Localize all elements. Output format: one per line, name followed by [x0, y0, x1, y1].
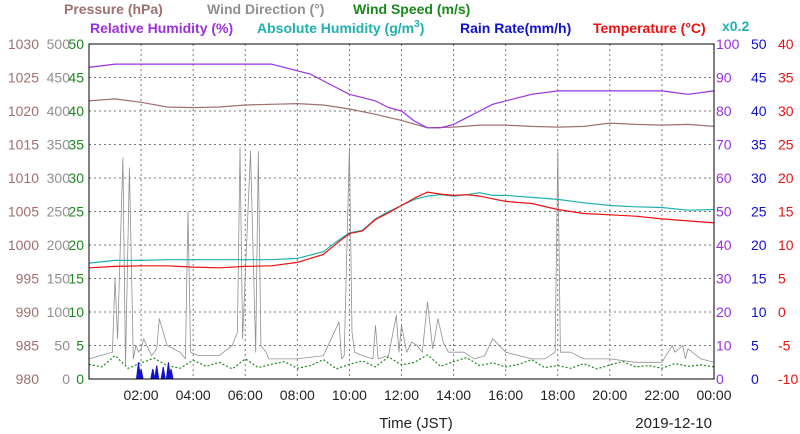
header-rain-rate: Rain Rate(mm/h) — [460, 20, 571, 36]
x-tick-label: 16:00 — [488, 387, 523, 403]
y-tick-wind-dir: 500 — [47, 36, 71, 52]
y-tick-rain: 35 — [751, 137, 767, 153]
y-tick-wind-dir: 100 — [47, 304, 71, 320]
header-scale-note: x0.2 — [722, 18, 749, 34]
series-wind-speed — [88, 354, 715, 370]
y-tick-temp: 40 — [778, 36, 794, 52]
y-tick-rh: 70 — [716, 137, 732, 153]
y-tick-rain: 15 — [751, 271, 767, 287]
y-tick-wind-speed: 40 — [68, 103, 84, 119]
y-tick-rain: 50 — [751, 36, 767, 52]
header-absolute-humidity: Absolute Humidity (g/m3) — [257, 19, 424, 36]
y-tick-rain: 0 — [751, 371, 759, 387]
y-tick-temp: 35 — [778, 70, 794, 86]
y-tick-rain: 25 — [751, 204, 767, 220]
series-rh — [88, 63, 715, 129]
y-tick-rh: 90 — [716, 70, 732, 86]
y-tick-wind-dir: 250 — [47, 204, 71, 220]
y-tick-pressure: 1015 — [8, 137, 39, 153]
y-tick-temp: 10 — [778, 237, 794, 253]
y-tick-wind-dir: 350 — [47, 137, 71, 153]
y-tick-temp: 15 — [778, 204, 794, 220]
x-tick-label: 22:00 — [644, 387, 679, 403]
x-tick-label: 14:00 — [436, 387, 471, 403]
y-tick-rh: 50 — [716, 204, 732, 220]
y-tick-rain: 45 — [751, 70, 767, 86]
y-tick-pressure: 1000 — [8, 237, 39, 253]
y-tick-temp: -5 — [778, 338, 791, 354]
y-tick-pressure: 980 — [16, 371, 40, 387]
header-temperature: Temperature (°C) — [593, 20, 706, 36]
x-axis-label: Time (JST) — [379, 415, 453, 432]
x-tick-label: 08:00 — [280, 387, 315, 403]
y-tick-wind-speed: 0 — [76, 371, 84, 387]
x-tick-label: 20:00 — [592, 387, 627, 403]
y-tick-wind-dir: 0 — [62, 371, 70, 387]
y-tick-wind-dir: 300 — [47, 170, 71, 186]
y-tick-wind-dir: 50 — [54, 338, 70, 354]
header-wind-direction: Wind Direction (°) — [207, 1, 324, 17]
y-tick-rh: 20 — [716, 304, 732, 320]
header-pressure: Pressure (hPa) — [64, 1, 163, 17]
y-tick-wind-speed: 45 — [68, 70, 84, 86]
y-tick-temp: 0 — [778, 304, 786, 320]
series-temp — [88, 191, 715, 269]
y-tick-pressure: 995 — [16, 271, 40, 287]
y-tick-wind-speed: 50 — [68, 36, 84, 52]
y-tick-rh: 10 — [716, 338, 732, 354]
x-tick-label: 10:00 — [332, 387, 367, 403]
y-tick-temp: 5 — [778, 271, 786, 287]
y-tick-rain: 40 — [751, 103, 767, 119]
y-tick-rh: 0 — [716, 371, 724, 387]
y-tick-temp: -10 — [778, 371, 798, 387]
y-tick-pressure: 1005 — [8, 204, 39, 220]
header-wind-speed: Wind Speed (m/s) — [353, 1, 470, 17]
y-tick-wind-speed: 30 — [68, 170, 84, 186]
y-tick-wind-dir: 450 — [47, 70, 71, 86]
y-tick-rh: 30 — [716, 271, 732, 287]
y-tick-rain: 30 — [751, 170, 767, 186]
y-tick-pressure: 1025 — [8, 70, 39, 86]
y-tick-wind-speed: 35 — [68, 137, 84, 153]
y-tick-rain: 5 — [751, 338, 759, 354]
y-tick-pressure: 1030 — [8, 36, 39, 52]
y-tick-wind-speed: 5 — [76, 338, 84, 354]
header-relative-humidity: Relative Humidity (%) — [90, 20, 233, 36]
y-tick-wind-speed: 25 — [68, 204, 84, 220]
y-tick-pressure: 1020 — [8, 103, 39, 119]
x-tick-label: 18:00 — [540, 387, 575, 403]
y-tick-wind-speed: 15 — [68, 271, 84, 287]
y-tick-wind-dir: 200 — [47, 237, 71, 253]
x-tick-label: 06:00 — [228, 387, 263, 403]
y-tick-pressure: 990 — [16, 304, 40, 320]
y-tick-rain: 10 — [751, 304, 767, 320]
plot-area: 9809859909951000100510101015102010251030… — [8, 36, 799, 403]
x-tick-label: 02:00 — [124, 387, 159, 403]
x-tick-label: 12:00 — [384, 387, 419, 403]
y-tick-wind-dir: 150 — [47, 271, 71, 287]
y-tick-wind-speed: 10 — [68, 304, 84, 320]
y-tick-rh: 80 — [716, 103, 732, 119]
series-pressure — [88, 98, 715, 129]
y-tick-wind-speed: 20 — [68, 237, 84, 253]
x-tick-label: 00:00 — [696, 387, 731, 403]
y-tick-rain: 20 — [751, 237, 767, 253]
y-tick-wind-dir: 400 — [47, 103, 71, 119]
y-tick-rh: 40 — [716, 237, 732, 253]
y-tick-pressure: 985 — [16, 338, 40, 354]
y-tick-temp: 30 — [778, 103, 794, 119]
series-wind-dir — [88, 147, 715, 366]
plot-frame — [88, 43, 715, 380]
y-tick-temp: 25 — [778, 137, 794, 153]
y-tick-rh: 60 — [716, 170, 732, 186]
date-label: 2019-12-10 — [635, 415, 712, 432]
x-tick-label: 04:00 — [176, 387, 211, 403]
y-tick-temp: 20 — [778, 170, 794, 186]
y-tick-rh: 100 — [716, 36, 740, 52]
y-tick-pressure: 1010 — [8, 170, 39, 186]
